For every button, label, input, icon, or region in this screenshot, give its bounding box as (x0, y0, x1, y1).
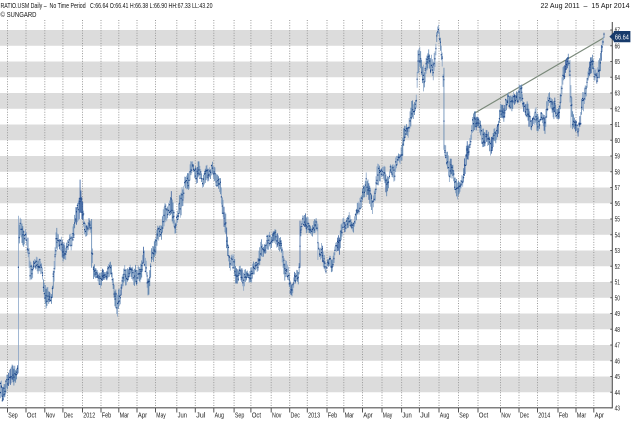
svg-text:Jul: Jul (196, 411, 206, 420)
svg-text:Apr: Apr (595, 411, 605, 420)
svg-text:58: 58 (615, 167, 620, 176)
svg-text:49: 49 (615, 309, 620, 318)
svg-text:Oct: Oct (479, 411, 488, 420)
svg-text:Aug: Aug (215, 411, 224, 420)
svg-text:61: 61 (615, 120, 620, 129)
svg-text:59: 59 (615, 152, 620, 161)
svg-text:Oct: Oct (27, 411, 36, 420)
svg-text:Aug: Aug (440, 411, 449, 420)
svg-text:57: 57 (615, 183, 620, 192)
svg-text:RATIO.USM Daily – No Time Per: RATIO.USM Daily – No Time Period C:66.64… (1, 1, 213, 10)
svg-text:Mar: Mar (345, 411, 355, 420)
svg-text:May: May (156, 411, 166, 420)
svg-text:Sep: Sep (8, 411, 17, 420)
svg-text:2012: 2012 (83, 411, 95, 420)
svg-text:Feb: Feb (328, 411, 337, 420)
svg-text:56: 56 (615, 199, 620, 208)
svg-text:Oct: Oct (252, 411, 261, 420)
svg-text:55: 55 (615, 215, 620, 224)
svg-text:2014: 2014 (538, 411, 550, 420)
svg-text:Dec: Dec (520, 411, 530, 420)
svg-text:Sep: Sep (235, 411, 244, 420)
svg-text:65: 65 (615, 57, 620, 66)
svg-text:© SUNGARD: © SUNGARD (1, 10, 37, 19)
svg-text:53: 53 (615, 246, 620, 255)
svg-text:Dec: Dec (291, 411, 301, 420)
svg-text:Mar: Mar (577, 411, 587, 420)
svg-text:Nov: Nov (46, 411, 56, 420)
svg-text:44: 44 (615, 388, 620, 397)
svg-text:50: 50 (615, 293, 620, 302)
svg-text:64: 64 (615, 73, 620, 82)
svg-text:67: 67 (615, 26, 620, 35)
svg-text:45: 45 (615, 372, 620, 381)
svg-text:52: 52 (615, 262, 620, 271)
svg-text:Nov: Nov (501, 411, 511, 420)
svg-text:47: 47 (615, 341, 620, 350)
svg-text:Feb: Feb (559, 411, 568, 420)
svg-text:Nov: Nov (272, 411, 282, 420)
svg-text:Mar: Mar (120, 411, 130, 420)
svg-text:22 Aug 2011 – 15 Apr 2014: 22 Aug 2011 – 15 Apr 2014 (541, 1, 630, 10)
svg-text:66: 66 (615, 41, 620, 50)
svg-text:Sep: Sep (459, 411, 468, 420)
svg-text:62: 62 (615, 104, 620, 113)
svg-text:60: 60 (615, 136, 620, 145)
svg-text:2013: 2013 (308, 411, 320, 420)
svg-text:63: 63 (615, 89, 620, 98)
svg-text:43: 43 (615, 404, 620, 413)
svg-text:May: May (383, 411, 393, 420)
svg-text:Dec: Dec (64, 411, 74, 420)
svg-text:Apr: Apr (363, 411, 373, 420)
svg-text:Feb: Feb (102, 411, 111, 420)
svg-text:48: 48 (615, 325, 620, 334)
svg-text:54: 54 (615, 230, 620, 239)
svg-text:Jul: Jul (420, 411, 430, 420)
svg-text:46: 46 (615, 356, 620, 365)
svg-text:66.64: 66.64 (615, 32, 629, 41)
svg-text:Jun: Jun (402, 411, 411, 420)
svg-text:51: 51 (615, 278, 620, 287)
svg-text:Apr: Apr (138, 411, 148, 420)
svg-text:Jun: Jun (178, 411, 187, 420)
